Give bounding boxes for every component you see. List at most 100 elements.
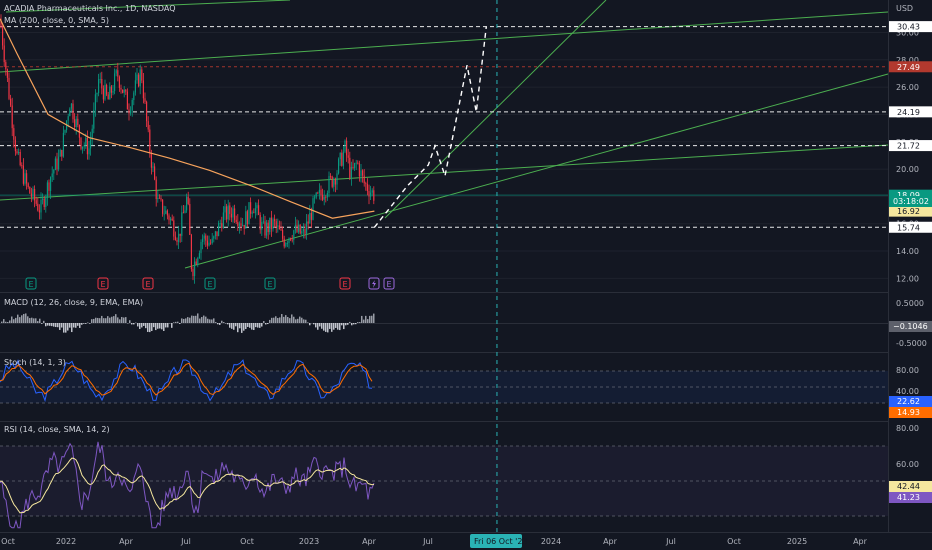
- candle-body: [168, 215, 170, 221]
- macd-bar: [123, 317, 125, 323]
- macd-bar: [51, 323, 53, 327]
- macd-bar: [287, 316, 289, 323]
- time-tick-label: Jul: [422, 537, 433, 546]
- macd-bar: [305, 319, 307, 323]
- macd-bar: [295, 319, 297, 323]
- macd-bar: [121, 316, 123, 323]
- candle-body: [56, 158, 58, 170]
- candle-body: [317, 192, 319, 194]
- candle-body: [5, 62, 7, 70]
- price-tick-label: 26.00: [896, 83, 919, 92]
- candle-body: [11, 105, 13, 129]
- time-tick-label: Apr: [119, 537, 134, 546]
- macd-bar: [281, 314, 283, 323]
- macd-tick: 0.5000: [896, 299, 924, 308]
- macd-bar: [351, 323, 353, 326]
- macd-bar: [187, 317, 189, 323]
- candle-body: [360, 170, 362, 177]
- macd-bar: [179, 323, 181, 324]
- candle-body: [64, 129, 66, 133]
- countdown-text: 03:18:02: [893, 197, 929, 206]
- candle-body: [333, 179, 335, 187]
- candle-body: [21, 165, 23, 167]
- candle-body: [331, 176, 333, 187]
- candle-body: [58, 156, 60, 170]
- candle-body: [13, 128, 15, 140]
- candle-body: [35, 200, 37, 204]
- axis-layer: 12.0014.0016.0018.0020.0022.0024.0026.00…: [1, 21, 932, 546]
- macd-bar: [43, 320, 45, 323]
- macd-bar: [39, 318, 41, 323]
- candle-body: [134, 80, 136, 93]
- candle-body: [202, 238, 204, 242]
- candle-body: [117, 70, 119, 77]
- macd-bar: [141, 323, 143, 328]
- macd-bar: [207, 318, 209, 323]
- price-tag-label: 21.72: [897, 142, 920, 151]
- candle-body: [354, 162, 356, 169]
- trendline: [5, 0, 291, 13]
- candle-body: [278, 225, 280, 230]
- candle-body: [114, 73, 116, 92]
- price-tick-label: 14.00: [896, 247, 919, 256]
- rsi-ma-tag: [889, 481, 932, 492]
- macd-bar: [279, 317, 281, 323]
- macd-bar: [291, 314, 293, 323]
- candle-body: [197, 258, 199, 265]
- candle-body: [83, 145, 85, 147]
- candle-body: [16, 151, 18, 154]
- candle-body: [149, 129, 151, 154]
- macd-bar: [11, 316, 13, 323]
- candle-body: [245, 211, 247, 229]
- candle-body: [254, 208, 256, 213]
- candle-body: [3, 45, 5, 63]
- candle-body: [314, 197, 316, 199]
- macd-bar: [299, 316, 301, 323]
- candle-body: [170, 218, 172, 221]
- macd-bar: [215, 322, 217, 323]
- macd-bar: [153, 323, 155, 328]
- candle-body: [40, 199, 42, 213]
- candle-body: [326, 193, 328, 198]
- candle-body: [80, 137, 82, 149]
- candle-body: [82, 146, 84, 149]
- macd-bar: [301, 317, 303, 323]
- crosshair-date-tag: [470, 534, 522, 548]
- macd-bar: [233, 323, 235, 330]
- macd-bar: [269, 319, 271, 323]
- candle-body: [45, 197, 47, 207]
- macd-bar: [273, 317, 275, 323]
- macd-bar: [195, 315, 197, 323]
- macd-bar: [255, 323, 257, 328]
- macd-bar: [71, 323, 73, 333]
- candle-body: [291, 239, 293, 241]
- candle-body: [330, 176, 332, 177]
- candle-body: [50, 177, 52, 191]
- macd-bar: [137, 323, 139, 327]
- candle-body: [48, 182, 50, 191]
- macd-bar: [87, 322, 89, 323]
- macd-bar: [247, 323, 249, 327]
- time-tick-label: Oct: [727, 537, 741, 546]
- macd-bar: [149, 323, 151, 333]
- grid-layer: [0, 31, 888, 279]
- candle-body: [53, 169, 55, 174]
- candle-body: [352, 166, 354, 169]
- macd-value: −0.1046: [893, 322, 928, 331]
- stoch-k-line: [0, 359, 373, 403]
- macd-bar: [241, 323, 243, 333]
- candle-body: [282, 230, 284, 239]
- candle-body: [208, 242, 210, 246]
- candle-body: [86, 137, 88, 155]
- macd-bar: [63, 323, 65, 333]
- earnings-marker: [264, 277, 276, 290]
- earnings-marker-label: E: [342, 280, 347, 289]
- candle-body: [59, 149, 61, 157]
- macd-bar: [265, 323, 267, 325]
- candle-body: [155, 179, 157, 199]
- candle-body: [358, 163, 360, 177]
- candle-body: [192, 269, 194, 277]
- candle-body: [334, 179, 336, 185]
